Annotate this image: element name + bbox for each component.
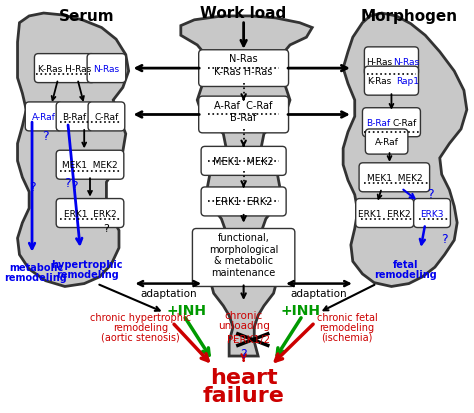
Text: +INH: +INH: [281, 303, 320, 317]
Text: Work load: Work load: [201, 5, 287, 21]
Text: chronic: chronic: [225, 311, 263, 320]
FancyBboxPatch shape: [201, 188, 286, 216]
Text: functional,: functional,: [218, 233, 270, 242]
Text: ERK1  ERK2: ERK1 ERK2: [358, 209, 411, 218]
Text: MEK1  MEK2: MEK1 MEK2: [366, 173, 422, 183]
Text: ERK1  ERK2: ERK1 ERK2: [64, 209, 116, 218]
FancyBboxPatch shape: [56, 199, 124, 228]
Text: failure: failure: [203, 385, 284, 405]
Text: ERK1  ERK2: ERK1 ERK2: [215, 197, 272, 207]
Text: N-Ras: N-Ras: [229, 55, 258, 64]
Text: adaptation: adaptation: [140, 289, 197, 299]
Polygon shape: [181, 17, 312, 356]
Text: ?: ?: [240, 347, 247, 360]
Text: A-Raf: A-Raf: [32, 113, 55, 121]
Text: (ischemia): (ischemia): [321, 332, 373, 342]
Text: chronic fetal: chronic fetal: [317, 313, 377, 323]
FancyBboxPatch shape: [199, 51, 289, 87]
Text: remodeling: remodeling: [113, 322, 168, 332]
FancyBboxPatch shape: [56, 103, 93, 132]
Text: B-Raf: B-Raf: [366, 119, 390, 128]
FancyBboxPatch shape: [359, 164, 429, 192]
Text: N-Ras: N-Ras: [93, 64, 119, 74]
Text: P-: P-: [227, 334, 237, 344]
Text: K-Ras: K-Ras: [367, 77, 391, 86]
Text: remodeling: remodeling: [319, 322, 374, 332]
FancyBboxPatch shape: [192, 229, 295, 287]
Polygon shape: [343, 14, 467, 287]
FancyBboxPatch shape: [365, 67, 419, 96]
Text: (aortic stenosis): (aortic stenosis): [101, 332, 180, 342]
Text: ERK3: ERK3: [420, 209, 444, 218]
Text: C-Raf: C-Raf: [393, 119, 417, 128]
Text: K-Ras H-Ras: K-Ras H-Ras: [214, 67, 273, 77]
Text: B-Raf: B-Raf: [63, 113, 87, 121]
Text: fetal: fetal: [393, 260, 419, 270]
Text: metabolic: metabolic: [9, 263, 63, 273]
FancyBboxPatch shape: [25, 103, 62, 132]
Text: K-Ras H-Ras: K-Ras H-Ras: [38, 64, 91, 74]
FancyBboxPatch shape: [363, 109, 420, 138]
Text: chronic hypertrophic: chronic hypertrophic: [90, 313, 191, 323]
Text: A-Raf  C-Raf: A-Raf C-Raf: [214, 101, 273, 111]
FancyBboxPatch shape: [356, 199, 414, 228]
FancyBboxPatch shape: [87, 55, 126, 83]
Text: Morphogen: Morphogen: [360, 9, 457, 24]
Text: heart: heart: [210, 368, 277, 387]
Text: remodeling: remodeling: [56, 269, 118, 279]
Text: B-Raf: B-Raf: [230, 113, 257, 123]
Text: C-Raf: C-Raf: [94, 113, 118, 121]
Text: Serum: Serum: [59, 9, 115, 24]
Text: remodeling: remodeling: [5, 272, 67, 282]
Text: ?: ?: [441, 232, 448, 245]
FancyBboxPatch shape: [88, 103, 125, 132]
Text: A-Raf: A-Raf: [374, 138, 399, 147]
Text: H-Ras: H-Ras: [366, 58, 392, 66]
FancyBboxPatch shape: [414, 199, 450, 228]
FancyBboxPatch shape: [56, 151, 124, 180]
Text: & metabolic: & metabolic: [214, 256, 273, 266]
Text: unloading: unloading: [218, 320, 270, 330]
Text: morphological: morphological: [209, 244, 278, 254]
Text: adaptation: adaptation: [291, 289, 347, 299]
Text: +INH: +INH: [167, 303, 207, 317]
Text: MEK1  MEK2: MEK1 MEK2: [213, 157, 274, 166]
Text: ?: ?: [64, 176, 71, 189]
Text: ?: ?: [103, 224, 109, 234]
Polygon shape: [18, 14, 128, 287]
FancyBboxPatch shape: [365, 130, 408, 155]
Text: ?: ?: [29, 181, 36, 194]
Text: ERK1/2: ERK1/2: [233, 334, 270, 344]
Text: hypertrophic: hypertrophic: [51, 260, 123, 270]
Text: Rap1: Rap1: [396, 77, 419, 86]
Text: N-Ras: N-Ras: [393, 58, 419, 66]
Text: maintenance: maintenance: [211, 267, 276, 277]
Text: MEK1  MEK2: MEK1 MEK2: [62, 161, 118, 170]
FancyBboxPatch shape: [35, 55, 95, 83]
Text: ?: ?: [42, 130, 49, 143]
FancyBboxPatch shape: [201, 147, 286, 176]
Text: ?: ?: [71, 179, 78, 192]
Text: ?: ?: [427, 188, 433, 201]
FancyBboxPatch shape: [199, 97, 289, 133]
FancyBboxPatch shape: [365, 48, 419, 77]
Text: remodeling: remodeling: [374, 269, 438, 279]
